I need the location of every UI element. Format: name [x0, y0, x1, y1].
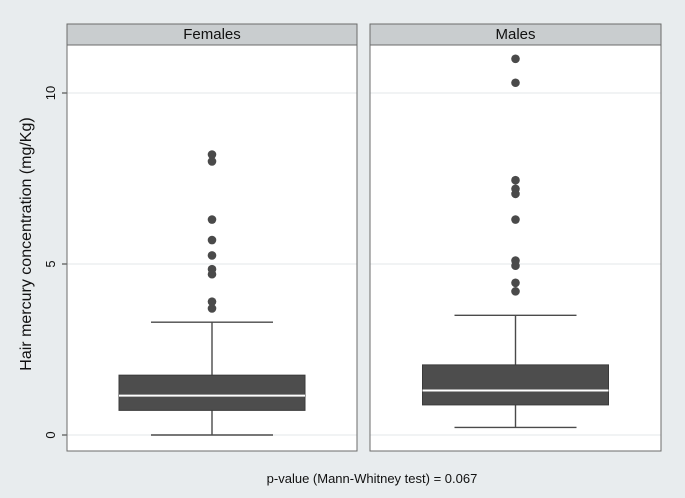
iqr-box	[422, 364, 609, 406]
outlier-point	[511, 256, 520, 265]
outlier-point	[207, 215, 217, 224]
outlier-point	[511, 278, 520, 288]
panel-strip	[66, 23, 358, 46]
outlier-point	[207, 264, 217, 274]
outlier-point	[207, 297, 217, 306]
y-axis-ticks: 0 5 10	[43, 86, 58, 439]
outlier-point	[207, 150, 217, 159]
outlier-point	[511, 54, 520, 64]
outlier-point	[207, 304, 217, 313]
outlier-point	[511, 215, 520, 224]
chart-panels: Females Males	[62, 23, 662, 452]
y-tick-label: 0	[43, 431, 58, 438]
panel-strip-label: Females	[183, 26, 241, 43]
y-tick-label: 5	[43, 260, 58, 267]
y-tick-label: 10	[43, 86, 58, 100]
panel-strip-label: Males	[495, 26, 535, 43]
panel-males: Males	[369, 23, 662, 452]
outlier-point	[511, 175, 520, 185]
outlier-point	[207, 251, 217, 260]
outlier-point	[207, 235, 217, 245]
test-note: p-value (Mann-Whitney test) = 0.067	[267, 471, 478, 486]
iqr-box	[118, 374, 306, 411]
outlier-point	[511, 287, 520, 296]
y-axis-title: Hair mercury concentration (mg/Kg)	[18, 117, 35, 370]
outlier-point	[511, 184, 520, 194]
panel-strip	[369, 23, 662, 46]
outlier-point	[511, 78, 520, 88]
outlier-point	[207, 157, 217, 166]
panel-females: Females	[62, 23, 358, 452]
